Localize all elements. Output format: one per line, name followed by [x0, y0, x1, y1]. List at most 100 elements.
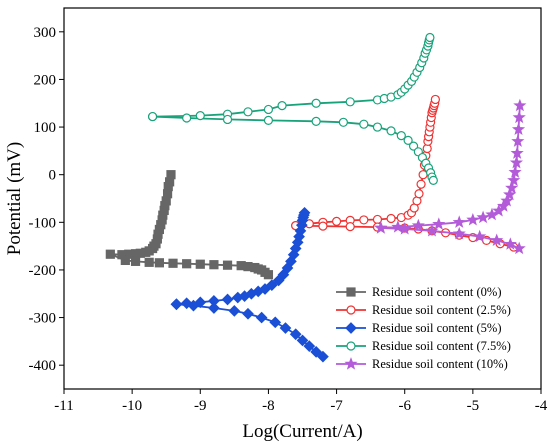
legend: Residue soil content (0%) Residue soil co…	[336, 285, 511, 371]
data-point	[346, 305, 356, 315]
series-line	[152, 115, 435, 181]
y-axis-title: Potential (mV)	[4, 142, 25, 255]
data-point	[511, 122, 526, 136]
data-point	[359, 119, 369, 129]
legend-label: Residue soil content (0%)	[372, 285, 502, 299]
data-point	[396, 131, 406, 141]
x-tick-label: -10	[122, 398, 142, 414]
data-point	[289, 328, 302, 341]
data-point	[242, 307, 254, 320]
data-point	[195, 111, 205, 121]
x-tick-label: -6	[398, 398, 411, 414]
legend-item: Residue soil content (0%)	[336, 285, 502, 299]
data-point	[209, 260, 219, 270]
data-point	[452, 215, 466, 228]
data-point	[359, 215, 369, 225]
data-point	[168, 258, 178, 268]
series-4	[374, 98, 527, 255]
data-point	[476, 210, 490, 224]
data-point	[345, 97, 355, 107]
data-point	[298, 206, 311, 219]
legend-item: Residue soil content (2.5%)	[336, 303, 511, 317]
data-point	[303, 340, 316, 352]
data-point	[144, 257, 154, 267]
data-point	[416, 179, 426, 189]
data-point	[466, 213, 480, 226]
data-point	[243, 107, 253, 117]
data-point	[425, 32, 435, 43]
data-point	[187, 299, 200, 312]
x-tick-label: -8	[262, 398, 275, 414]
x-tick-label: -9	[194, 398, 207, 414]
data-point	[154, 258, 164, 268]
y-tick-label: -300	[29, 311, 57, 327]
data-point	[374, 221, 388, 234]
data-point	[507, 173, 521, 186]
data-point	[345, 221, 355, 232]
legend-item: Residue soil content (7.5%)	[336, 339, 511, 353]
legend-label: Residue soil content (7.5%)	[372, 339, 511, 353]
data-point	[432, 217, 446, 230]
data-point	[512, 241, 526, 255]
data-point	[345, 322, 357, 334]
data-point	[346, 287, 356, 297]
legend-label: Residue soil content (5%)	[372, 321, 502, 335]
data-point	[228, 305, 241, 317]
data-point	[509, 155, 524, 169]
data-point	[391, 220, 405, 233]
data-point	[317, 350, 329, 363]
series-line	[152, 37, 431, 118]
x-tick-label: -4	[535, 398, 548, 414]
data-point	[513, 98, 527, 112]
legend-label: Residue soil content (10%)	[372, 357, 508, 371]
data-point	[120, 255, 130, 266]
data-point	[505, 181, 519, 194]
data-point	[105, 249, 115, 259]
data-point	[182, 113, 192, 123]
data-point	[503, 237, 517, 250]
x-tick-label: -5	[467, 398, 480, 414]
data-point	[222, 260, 233, 270]
data-point	[430, 94, 440, 105]
data-point	[411, 218, 425, 232]
data-point	[386, 213, 396, 224]
series-2	[170, 206, 329, 363]
data-point	[386, 126, 396, 136]
axis-ticks: -11 -10 -9 -8 -7 -6 -5 -4 -400 -300 -200 -100 0 100 20…	[29, 25, 548, 414]
data-point	[311, 116, 321, 126]
data-point	[508, 165, 522, 178]
y-tick-label: 100	[34, 120, 57, 136]
data-point	[279, 322, 292, 334]
data-point	[510, 146, 524, 159]
series-3	[147, 32, 438, 186]
y-tick-label: 200	[34, 72, 57, 88]
y-tick-label: -200	[29, 263, 57, 279]
data-point	[511, 134, 525, 147]
data-point	[269, 316, 282, 329]
legend-item: Residue soil content (5%)	[336, 321, 502, 335]
data-point	[277, 101, 287, 111]
data-point	[208, 302, 220, 314]
legend-label: Residue soil content (2.5%)	[372, 303, 511, 317]
data-point	[263, 270, 274, 280]
data-point	[503, 187, 517, 201]
data-point	[318, 221, 328, 231]
y-tick-label: -100	[29, 215, 57, 231]
data-point	[500, 193, 514, 207]
data-point	[425, 223, 439, 237]
data-point	[428, 175, 438, 186]
data-point	[372, 122, 383, 132]
data-point	[263, 104, 274, 115]
data-point	[265, 279, 278, 292]
data-series	[105, 32, 527, 363]
data-point	[170, 298, 183, 311]
data-point	[221, 293, 234, 306]
x-axis-title: Log(Current/A)	[242, 421, 362, 442]
data-point	[418, 170, 428, 180]
series-0	[105, 170, 274, 280]
data-point	[311, 98, 321, 108]
data-point	[490, 233, 504, 246]
data-point	[296, 334, 309, 347]
data-point	[414, 189, 424, 199]
data-point	[147, 111, 158, 122]
